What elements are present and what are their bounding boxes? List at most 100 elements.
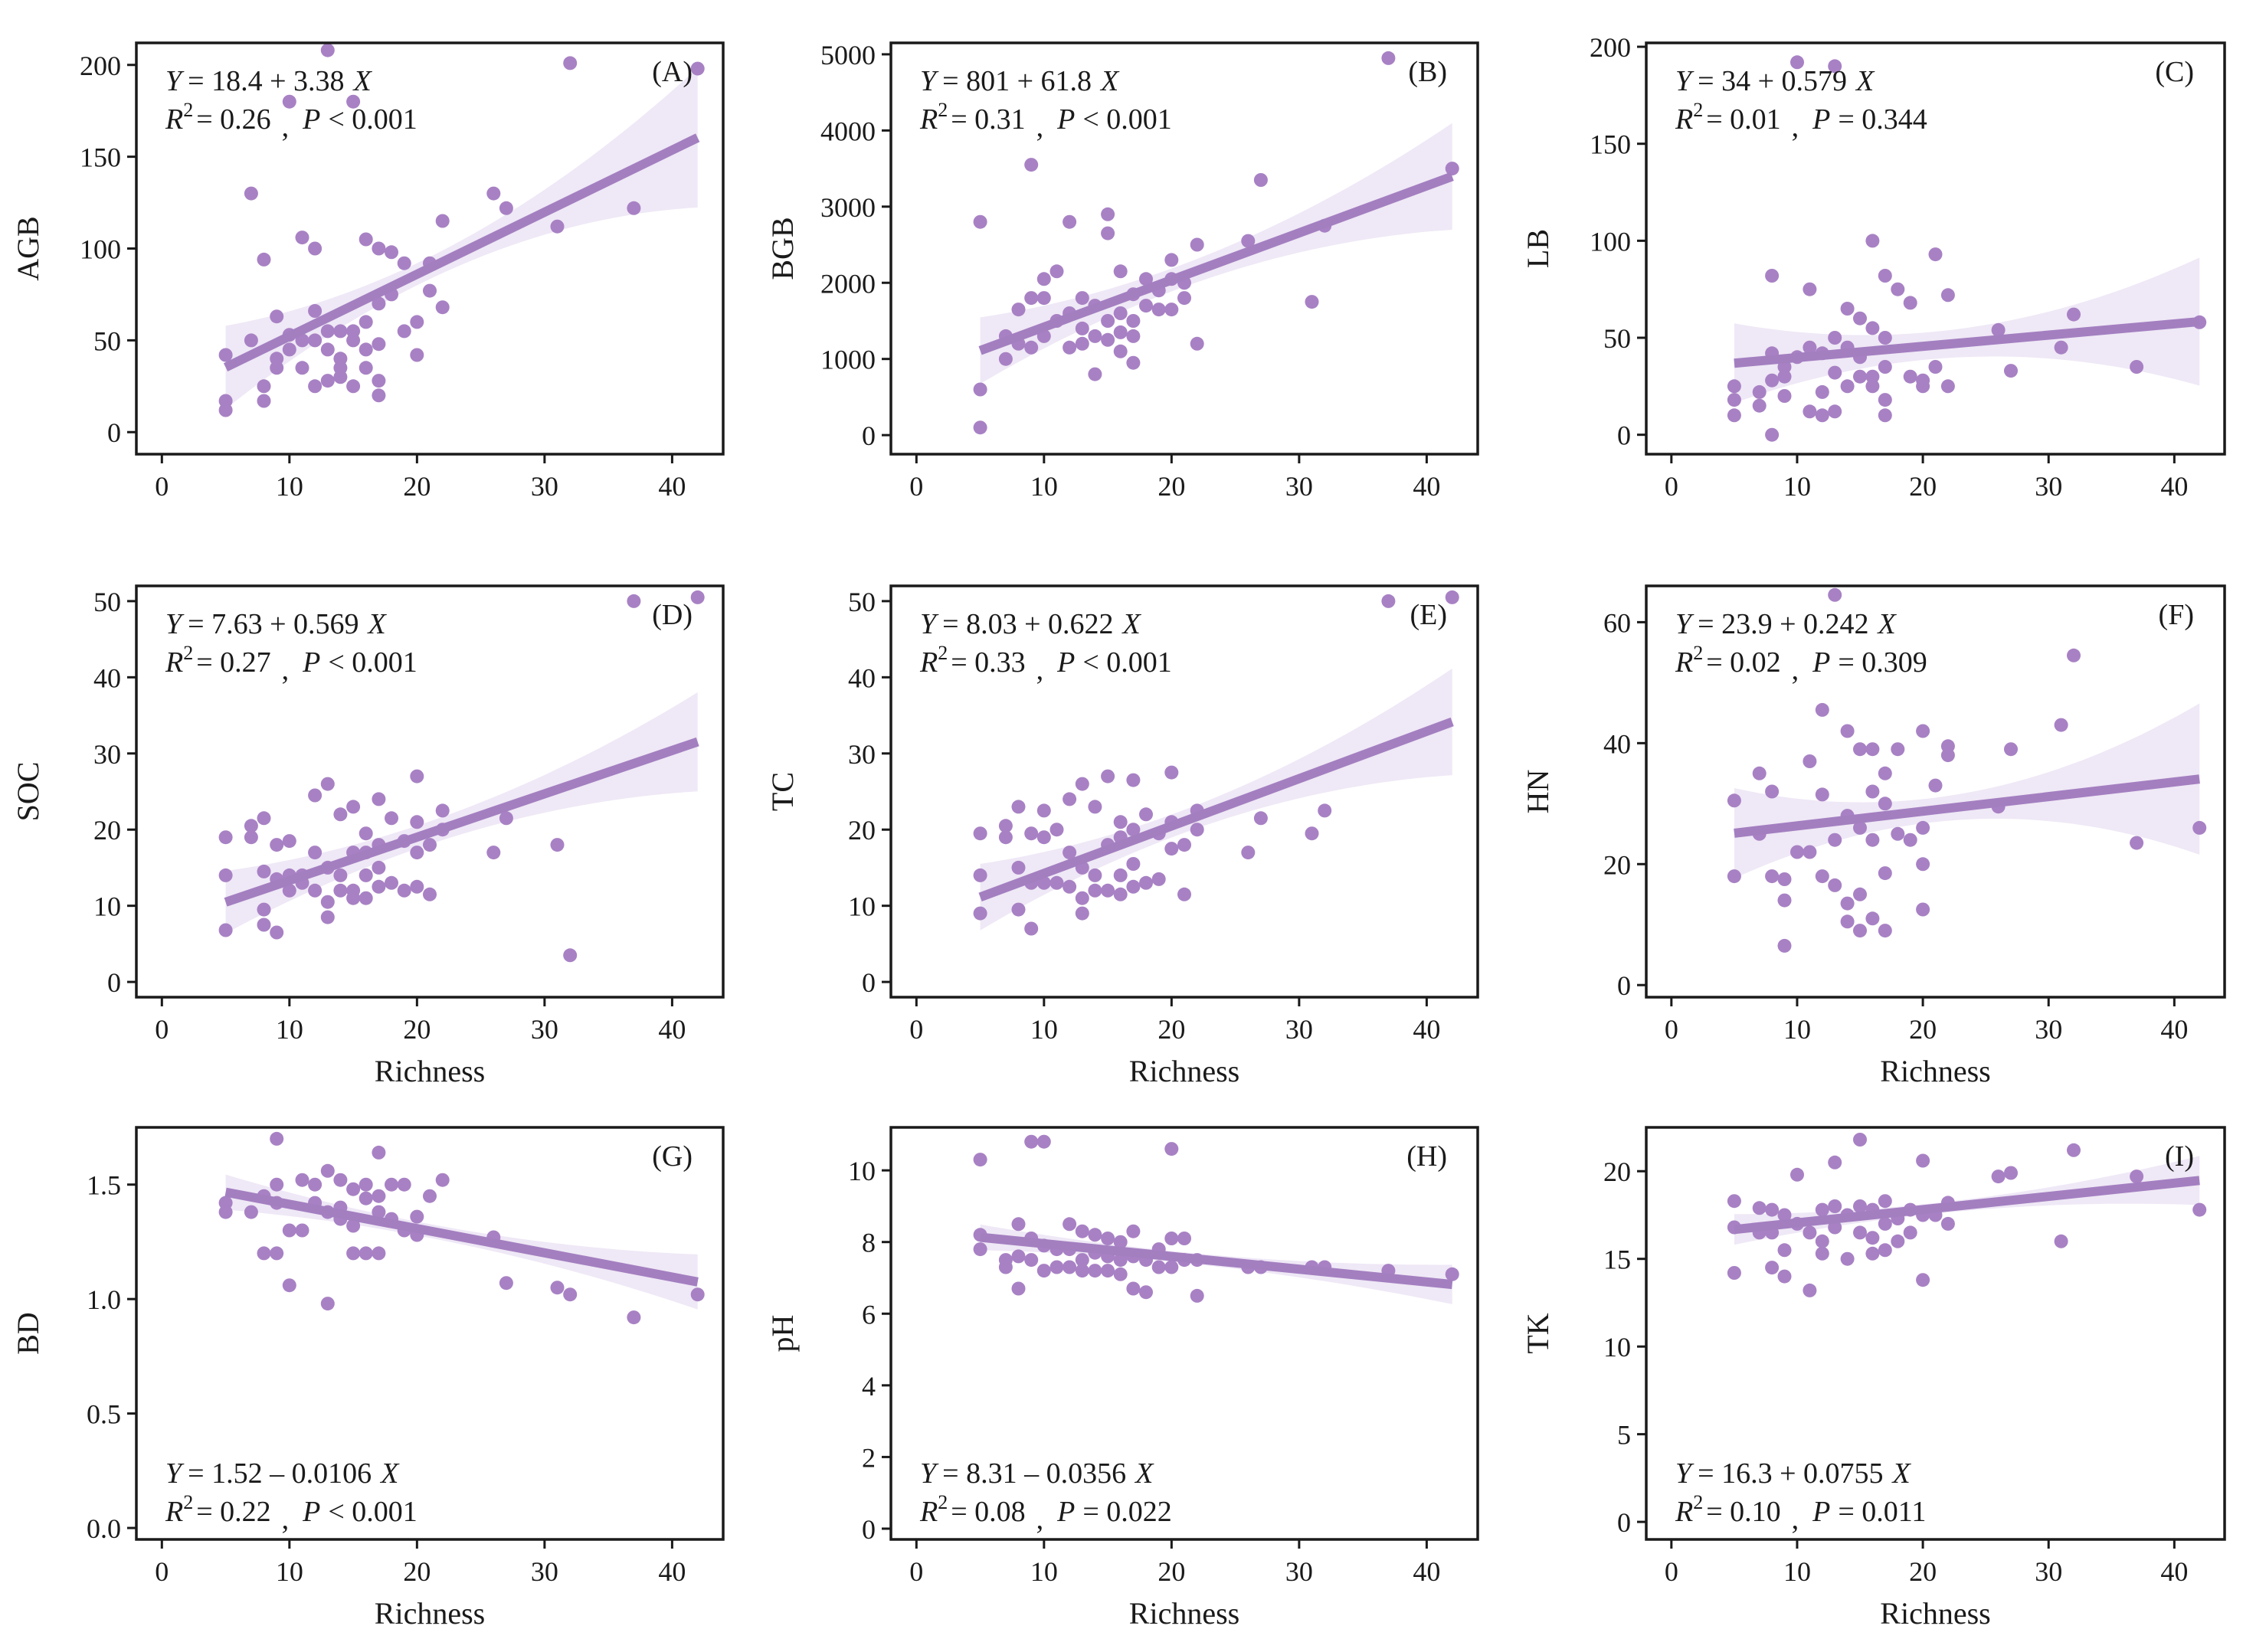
data-point <box>1164 1232 1179 1245</box>
data-point <box>1803 754 1817 768</box>
data-point <box>550 1281 565 1295</box>
data-point <box>1024 1134 1039 1149</box>
data-point <box>359 1246 373 1261</box>
data-point <box>1765 784 1780 799</box>
data-point <box>2004 364 2018 378</box>
eq-part: = 34 + 0.579 <box>1698 65 1847 97</box>
data-point <box>372 860 386 875</box>
data-point <box>1445 590 1459 604</box>
eq-part: 2 <box>1693 99 1703 121</box>
data-point <box>1891 1234 1905 1248</box>
data-point <box>359 1177 373 1192</box>
data-point <box>1164 303 1179 317</box>
y-tick-label: 20 <box>848 815 876 846</box>
data-point <box>1101 883 1115 898</box>
data-point <box>1036 1264 1051 1278</box>
x-axis-title: Richness <box>1129 1596 1239 1631</box>
data-point <box>1727 1266 1741 1280</box>
eq-part: = 23.9 + 0.242 <box>1698 608 1868 640</box>
data-point <box>359 868 373 882</box>
data-point <box>218 868 233 882</box>
data-point <box>973 868 987 882</box>
data-point <box>372 337 386 352</box>
eq-part: Y <box>920 1457 939 1490</box>
data-point <box>385 1177 398 1192</box>
eq-part: < 0.001 <box>1082 646 1171 679</box>
data-point <box>295 1223 309 1238</box>
data-point <box>1828 404 1842 419</box>
panel-label: (E) <box>1410 599 1447 631</box>
y-tick-label: 2 <box>862 1442 876 1473</box>
data-point <box>1305 295 1319 309</box>
data-point <box>1878 269 1892 283</box>
data-point <box>1049 264 1064 279</box>
data-point <box>1126 355 1141 370</box>
confidence-band <box>980 668 1452 931</box>
data-point <box>1139 272 1153 286</box>
eq-part: = 1.52 – 0.0106 <box>188 1457 372 1490</box>
data-point <box>1190 1288 1204 1303</box>
eq-part: Y <box>1675 608 1695 640</box>
x-tick-label: 20 <box>1158 471 1185 502</box>
data-point <box>282 883 296 898</box>
eq-part: Y <box>165 1457 185 1490</box>
data-point <box>333 883 348 898</box>
panel-label: (G) <box>652 1140 693 1173</box>
regression-line <box>224 737 699 907</box>
data-point <box>1036 803 1051 818</box>
eq-part: R <box>919 646 938 679</box>
data-point <box>499 201 513 215</box>
data-point <box>1916 1153 1930 1168</box>
confidence-band <box>225 67 698 409</box>
x-tick-label: 40 <box>658 471 686 502</box>
x-tick-label: 40 <box>2160 1014 2188 1045</box>
eq-part: R <box>165 1496 183 1528</box>
data-point <box>372 1145 386 1160</box>
y-tick-label: 50 <box>1603 323 1631 354</box>
data-point <box>1853 369 1867 384</box>
eq-part: P <box>302 103 320 136</box>
data-point <box>2192 820 2207 835</box>
data-point <box>1727 393 1741 407</box>
data-point <box>2067 307 2081 322</box>
x-tick-label: 40 <box>2160 1556 2188 1587</box>
data-point <box>270 925 284 940</box>
data-point <box>218 923 233 937</box>
y-tick-label: 0 <box>1617 970 1631 1001</box>
data-point <box>973 420 987 435</box>
data-point <box>1024 1253 1039 1268</box>
y-tick-label: 200 <box>80 51 121 81</box>
y-tick-label: 1000 <box>820 345 876 375</box>
data-point <box>1878 1243 1892 1258</box>
data-point <box>1063 1217 1077 1232</box>
data-point <box>244 333 258 348</box>
regression-line <box>224 1187 699 1287</box>
panel-label: (I) <box>2165 1140 2194 1173</box>
data-point <box>1024 291 1039 306</box>
data-point <box>1878 360 1892 374</box>
data-point <box>435 1173 450 1187</box>
data-point <box>346 1182 361 1196</box>
eq-part: = 0.022 <box>1082 1496 1171 1528</box>
data-point <box>372 1246 386 1261</box>
eq-part: , <box>1792 1503 1799 1536</box>
data-point <box>1381 594 1396 608</box>
y-tick-label: 4 <box>862 1371 876 1402</box>
y-axis-title: HN <box>1521 770 1555 814</box>
plot-frame <box>135 1126 725 1541</box>
data-point <box>282 94 296 109</box>
confidence-band <box>980 123 1452 384</box>
data-point <box>1777 938 1792 953</box>
data-point <box>410 1209 424 1224</box>
data-point <box>563 948 578 963</box>
data-point <box>1891 742 1905 757</box>
eq-part: P <box>1812 646 1830 679</box>
panel-i: 0 10 20 30 40 0 5 10 15 20 TK Richness (I) Y = 16.3 + … <box>1521 1126 2226 1631</box>
eq-part: R <box>919 103 938 136</box>
data-point <box>1903 296 1917 310</box>
data-point <box>320 895 335 909</box>
regression-equation: Y = 16.3 + 0.0755 X <box>1675 1457 1912 1490</box>
data-point <box>1727 408 1741 423</box>
x-tick-label: 40 <box>1413 471 1440 502</box>
data-point <box>1865 784 1880 799</box>
